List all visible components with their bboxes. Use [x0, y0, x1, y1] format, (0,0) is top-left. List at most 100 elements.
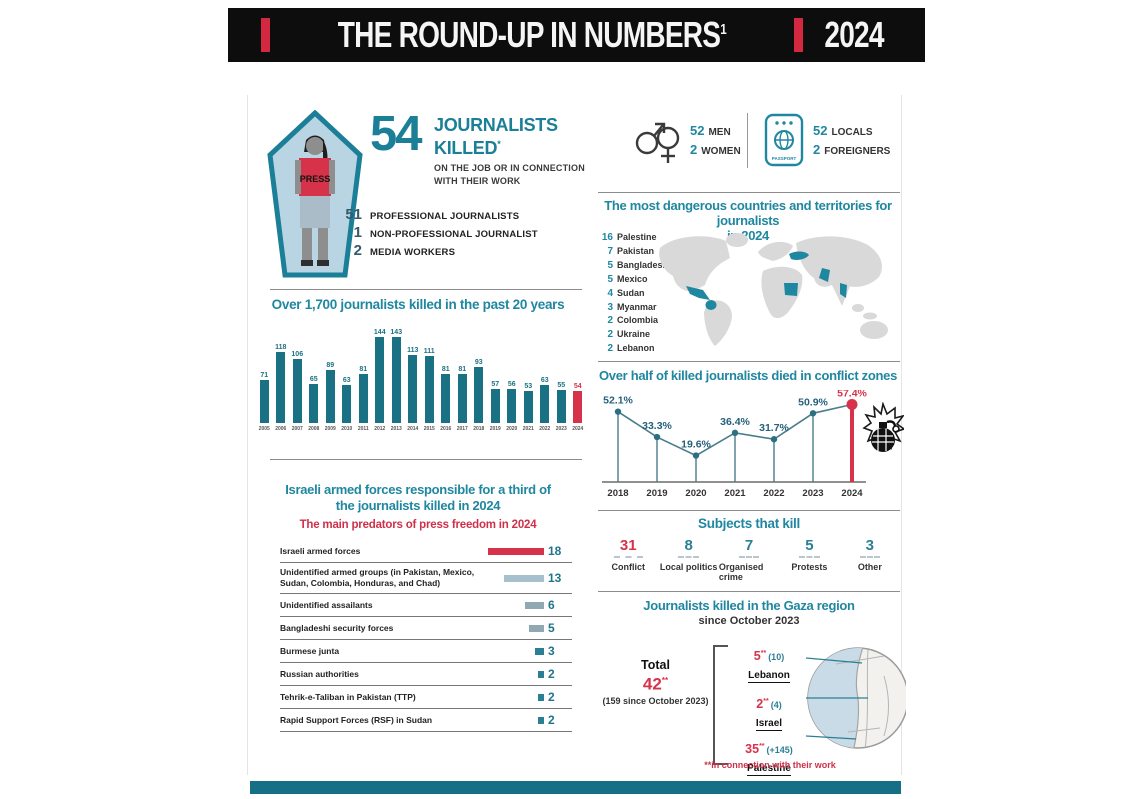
bar — [490, 388, 500, 423]
country-name: Palestine — [617, 232, 657, 242]
bar-value-label: 63 — [540, 377, 549, 385]
bar — [292, 359, 302, 423]
bar — [259, 380, 269, 423]
country-count: 5 — [607, 259, 613, 271]
bar — [276, 352, 286, 423]
dangerous-title: The most dangerous countries and territo… — [592, 198, 904, 243]
subject-item: 31 Conflict — [598, 537, 658, 582]
predator-value: 2 — [548, 713, 555, 727]
data-point — [614, 408, 622, 415]
gaza-total-block: Total 42** (159 since October 2023) — [598, 658, 713, 706]
killed-label-line2: KILLED* — [434, 135, 558, 158]
gaza-total-label: Total — [641, 658, 670, 672]
bar — [540, 385, 550, 423]
gaza-row-asterisks: ** — [763, 697, 769, 705]
bar — [424, 356, 434, 423]
predator-row: Unidentified assailants 6 — [280, 594, 572, 617]
killed-subtext-line1: ON THE JOB OR IN CONNECTION — [434, 163, 585, 173]
country-name: Sudan — [617, 287, 645, 298]
foreigners-label: FOREIGNERS — [824, 146, 891, 157]
page-title: THE ROUND-UP IN NUMBERS1 — [338, 14, 727, 56]
country-name: Lebanon — [617, 343, 655, 354]
predator-bar — [537, 693, 544, 701]
bar-column: 65 2008 — [306, 376, 323, 432]
year-label: 2018 — [607, 488, 628, 499]
subject-label: Other — [857, 562, 882, 572]
killed-label: JOURNALISTS KILLED* — [434, 116, 558, 158]
header-banner: THE ROUND-UP IN NUMBERS1 2024 — [228, 8, 925, 62]
dangerous-title-line1: The most dangerous countries and territo… — [604, 198, 892, 228]
predator-label: Tehrik-e-Taliban in Pakistan (TTP) — [280, 691, 416, 702]
red-bar-icon — [793, 18, 803, 52]
predator-label: Israeli armed forces — [280, 545, 361, 556]
bar-value-label: 113 — [407, 347, 419, 355]
subject-count: 31 — [613, 537, 643, 558]
bar-value-label: 65 — [309, 376, 318, 383]
bar — [375, 336, 385, 423]
bar — [325, 369, 335, 423]
predator-label: Unidentified assailants — [280, 599, 373, 610]
predator-row: Rapid Support Forces (RSF) in Sudan 2 — [280, 709, 572, 732]
gaza-row-value: 2** (4) — [733, 695, 805, 713]
bar-year-label: 2020 — [506, 426, 518, 432]
predator-label: Russian authorities — [280, 668, 359, 679]
divider — [598, 510, 900, 511]
bar — [474, 367, 484, 423]
year-label: 2023 — [802, 488, 823, 499]
divider — [598, 192, 900, 193]
divider — [598, 361, 900, 362]
bar-column: 53 2021 — [520, 383, 537, 432]
map-highlight-pakistan — [819, 268, 830, 282]
breakdown-value: 2 — [353, 242, 362, 259]
divider — [270, 459, 582, 460]
predator-value: 2 — [548, 667, 555, 681]
predators-title: Israeli armed forces responsible for a t… — [252, 482, 584, 514]
coffin-press-icon: PRESS — [267, 110, 363, 278]
predator-row: Russian authorities 2 — [280, 663, 572, 686]
predator-value: 2 — [548, 690, 555, 704]
bar-year-label: 2013 — [390, 426, 402, 432]
country-name: Bangladesh — [617, 259, 669, 270]
svg-text:PRESS: PRESS — [300, 174, 331, 184]
data-point — [653, 433, 661, 441]
gender-stats: 52 MEN 2 WOMEN — [690, 122, 741, 160]
gaza-country-row: 35** (+145) Palestine — [733, 740, 805, 776]
gaza-row-number: 35** — [745, 742, 765, 756]
predator-bar — [525, 601, 544, 609]
passport-icon: PASSPORT — [764, 113, 804, 167]
point-label: 36.4% — [720, 416, 750, 428]
killed-asterisk: * — [497, 139, 501, 149]
bar-value-label: 89 — [326, 361, 335, 369]
predator-bar-wrap — [482, 693, 544, 701]
country-row: 5 Mexico — [598, 273, 668, 287]
gaza-row-asterisks: ** — [759, 742, 765, 750]
subject-count: 7 — [738, 537, 760, 558]
country-row: 3 Myanmar — [598, 301, 668, 315]
predator-row: Unidentified armed groups (in Pakistan, … — [280, 563, 572, 594]
point-label: 50.9% — [798, 396, 828, 408]
gaza-country-row: 5** (10) Lebanon — [733, 647, 805, 683]
predator-label: Bangladeshi security forces — [280, 622, 394, 633]
bar-column: 71 2005 — [256, 372, 273, 432]
country-name: Myanmar — [617, 301, 657, 312]
gaza-row-country: Palestine — [747, 763, 791, 776]
bar-year-label: 2005 — [258, 426, 270, 432]
gaza-country-row: 2** (4) Israel — [733, 695, 805, 731]
predator-row: Tehrik-e-Taliban in Pakistan (TTP) 2 — [280, 686, 572, 709]
dangerous-country-list: 16 Palestine 7 Pakistan 5 Bangladesh 5 Mexico 4 S… — [598, 231, 668, 356]
men-stat: 52 MEN — [690, 122, 741, 141]
gaza-total-asterisks: ** — [661, 676, 669, 685]
year-label: 2020 — [685, 488, 706, 499]
subject-item: 7 Organised crime — [719, 537, 779, 582]
women-label: WOMEN — [701, 146, 741, 157]
bar-year-label: 2018 — [473, 426, 485, 432]
header-year: 2024 — [824, 14, 884, 55]
predator-value: 13 — [548, 571, 562, 585]
subject-count: 5 — [799, 537, 820, 558]
divider — [598, 591, 900, 592]
divider — [270, 289, 582, 290]
bar — [391, 337, 401, 423]
conflict-chart-title: Over half of killed journalists died in … — [598, 368, 898, 383]
predator-bar — [528, 624, 544, 632]
year-label: 2021 — [724, 488, 746, 499]
